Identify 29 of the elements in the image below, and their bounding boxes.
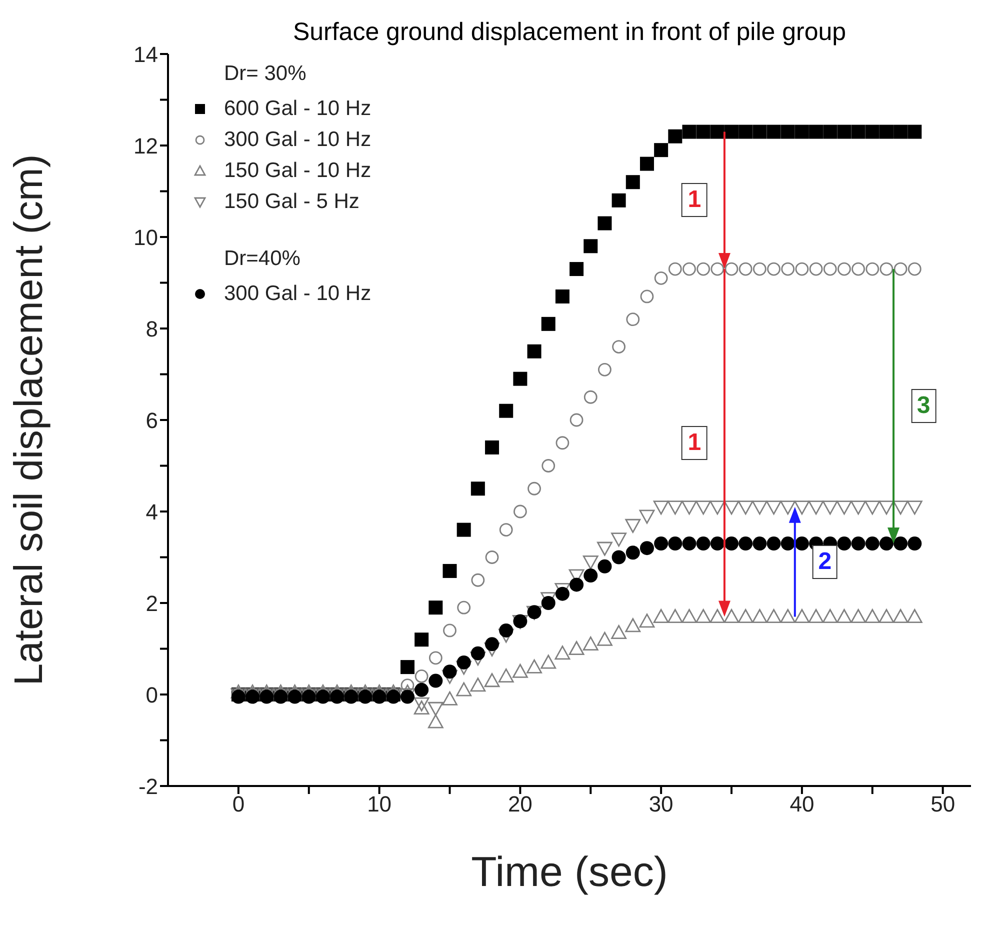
annotation: Dr=40% [223, 247, 302, 272]
y-tick-label: 2 [146, 590, 158, 616]
chart-title: Surface ground displacement in front of pile group [292, 18, 848, 47]
y-axis-title: Lateral soil displacement (cm) [7, 154, 52, 686]
annotation: 1 [682, 183, 708, 218]
annotation: 3 [910, 389, 936, 424]
x-tick-label: 40 [790, 792, 814, 817]
x-tick-label: 50 [930, 792, 956, 817]
legend-label: 300 Gal - 10 Hz [224, 128, 372, 152]
x-tick-label: 10 [367, 792, 392, 817]
y-tick-label: 10 [134, 224, 158, 250]
annotation: 2 [812, 544, 838, 579]
y-tick-label: 12 [134, 133, 158, 158]
x-tick-label: 0 [232, 792, 245, 817]
y-tick-label: 14 [134, 42, 158, 67]
x-tick-label: 20 [508, 792, 532, 817]
y-tick-label: 0 [146, 682, 158, 708]
y-tick-label: -2 [138, 774, 158, 799]
y-tick-label: 8 [146, 316, 158, 342]
legend-label: 300 Gal - 10 Hz [224, 282, 372, 306]
y-tick-label: 6 [146, 408, 158, 433]
legend-label: 600 Gal - 10 Hz [224, 96, 372, 120]
legend-label: 150 Gal - 10 Hz [224, 158, 372, 182]
y-tick-label: 4 [146, 499, 158, 524]
x-tick-label: 30 [648, 792, 674, 817]
legend-title: Dr= 30% [223, 62, 308, 87]
annotation: 1 [682, 426, 708, 460]
legend-label: 150 Gal - 5 Hz [224, 190, 360, 214]
x-axis-title: Time (sec) [471, 848, 668, 895]
